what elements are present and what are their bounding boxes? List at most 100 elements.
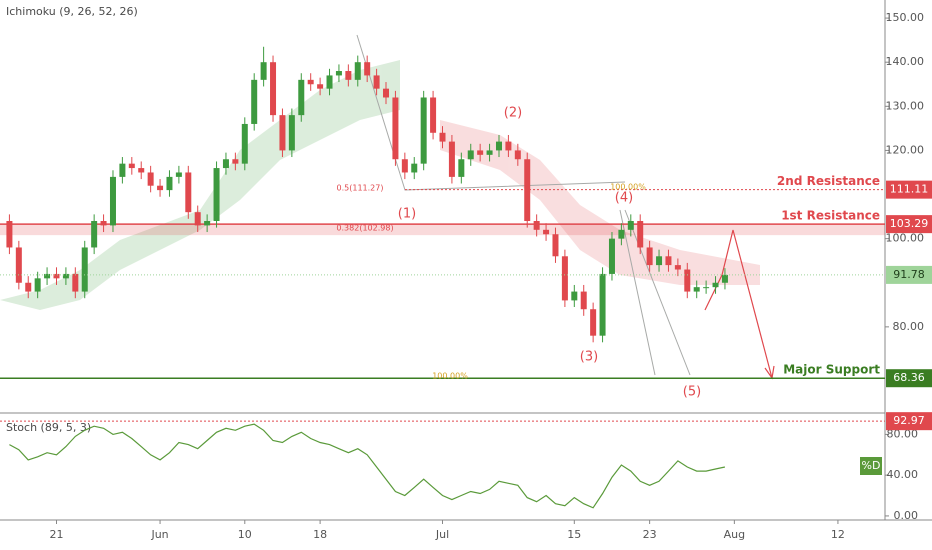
candle-body [420, 97, 427, 164]
x-tick-label: 21 [49, 528, 63, 541]
y-tick-label: 140.00 [886, 55, 925, 68]
candle-body [590, 309, 597, 336]
price-badge-label: 103.29 [890, 217, 929, 230]
price-badge [886, 180, 932, 199]
candle-body [458, 159, 465, 177]
candle-body [373, 75, 380, 89]
price-badge-label: 68.36 [893, 371, 925, 384]
resistance-band [0, 224, 885, 236]
candle-body [514, 150, 521, 160]
candle-body [703, 287, 710, 289]
price-badge [886, 265, 932, 284]
candle-body [34, 278, 41, 292]
price-badge [886, 412, 932, 431]
legend-label: %D [862, 459, 881, 472]
stoch-line [9, 423, 726, 509]
candle-body [524, 159, 531, 221]
candle-body [618, 229, 625, 239]
candle-body [109, 176, 116, 226]
forecast [704, 229, 773, 379]
candle-body [194, 212, 201, 226]
candle-body [674, 265, 681, 270]
cloud-red [440, 120, 760, 285]
annotation: (1) [398, 207, 416, 222]
annotation: 100.00% [432, 372, 468, 381]
candle-body [222, 159, 229, 169]
level-label: 1st Resistance [781, 209, 880, 223]
y-tick-label: 120.00 [886, 143, 925, 156]
candle-body [505, 141, 512, 151]
level-label: Major Support [783, 363, 880, 377]
x-tick-label: 15 [567, 528, 581, 541]
candle-body [279, 115, 286, 151]
price-badge [886, 369, 932, 388]
candle-body [44, 273, 51, 279]
candle-body [345, 71, 352, 80]
candle-body [571, 291, 578, 301]
candle-body [204, 220, 211, 226]
x-tick-label: 12 [831, 528, 845, 541]
candle-body [6, 220, 13, 248]
candle-body [128, 163, 135, 169]
candle-body [251, 79, 258, 124]
x-tick-label: 23 [643, 528, 657, 541]
candle-body [81, 247, 88, 292]
candle-body [383, 88, 390, 98]
candle-body [712, 282, 719, 288]
y-tick-label: 40.00 [887, 468, 919, 481]
candle-body [91, 220, 98, 248]
price-badge-label: 92.97 [893, 414, 925, 427]
annotation: (3) [580, 350, 598, 365]
candle-body [307, 79, 314, 85]
cloud-green [0, 60, 400, 310]
y-tick-label: 80.00 [887, 427, 919, 440]
candle-body [72, 273, 79, 292]
candle-body [53, 273, 60, 279]
annotation: 100.00% [610, 183, 646, 192]
candle-body [627, 220, 634, 230]
candle-body [693, 287, 700, 292]
x-tick-label: Jun [150, 528, 168, 541]
y-tick-label: 100.00 [886, 232, 925, 245]
candle-body [326, 75, 333, 89]
x-tick-label: Jul [435, 528, 449, 541]
candle-body [241, 123, 248, 164]
candle-body [392, 97, 399, 160]
candle-body [646, 247, 653, 266]
candles [6, 46, 728, 343]
annotation: (5) [683, 385, 701, 400]
candle-body [147, 172, 154, 186]
candle-body [166, 176, 173, 191]
candle-body [543, 229, 550, 235]
annotation: (4) [615, 191, 633, 206]
annotation: 0.5(111.27) [337, 184, 384, 193]
candle-body [637, 220, 644, 248]
price-badge [886, 215, 932, 234]
candle-body [175, 172, 182, 177]
y-tick-label: 80.00 [893, 320, 925, 333]
candle-body [656, 256, 663, 266]
candle-body [608, 238, 615, 274]
candle-body [270, 62, 277, 116]
candle-body [15, 247, 22, 283]
candle-body [260, 62, 267, 80]
y-tick-label: 130.00 [886, 99, 925, 112]
candle-body [665, 256, 672, 266]
candle-body [25, 282, 32, 292]
candle-body [533, 220, 540, 230]
candle-body [354, 62, 361, 80]
projection [619, 209, 656, 376]
candle-body [430, 97, 437, 133]
x-tick-label: 18 [313, 528, 327, 541]
annotation: 0.382(102.98) [336, 224, 393, 233]
level-label: 2nd Resistance [777, 174, 880, 188]
annotation: (2) [504, 106, 522, 121]
y-tick-label: 150.00 [886, 11, 925, 24]
x-tick-label: Aug [724, 528, 745, 541]
candle-body [119, 163, 126, 177]
candle-body [401, 159, 408, 173]
stoch-label: Stoch (89, 5, 3) [6, 421, 91, 434]
candle-body [335, 71, 342, 76]
y-tick-label: 0.00 [894, 509, 919, 522]
